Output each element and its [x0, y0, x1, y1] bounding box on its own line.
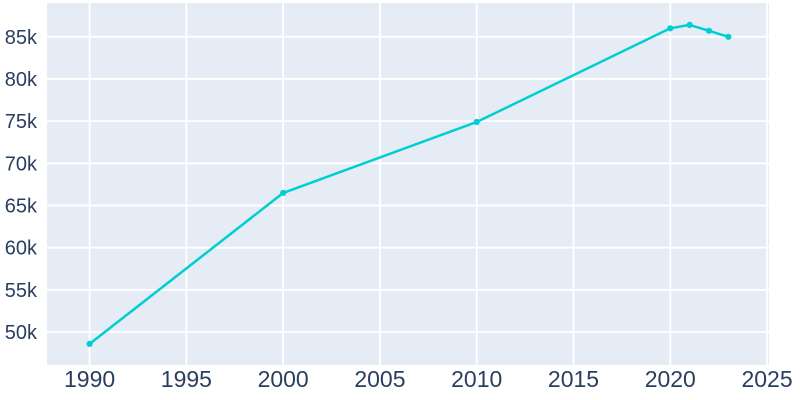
y-tick-label-75k: 75k: [5, 111, 38, 133]
data-point-2022[interactable]: [705, 27, 713, 34]
plot-area[interactable]: [47, 3, 769, 365]
x-tick-label-2015: 2015: [548, 366, 599, 392]
y-tick-label-65k: 65k: [5, 196, 38, 218]
data-point-2020[interactable]: [667, 25, 674, 32]
x-tick-label-2005: 2005: [354, 366, 405, 392]
x-tick-label-1990: 1990: [64, 366, 115, 392]
y-tick-label-80k: 80k: [5, 69, 38, 91]
data-point-1990[interactable]: [86, 340, 93, 347]
x-tick-label-1995: 1995: [161, 366, 212, 392]
data-point-2021[interactable]: [686, 21, 693, 28]
x-tick-label-2025: 2025: [741, 366, 792, 392]
data-point-2010[interactable]: [473, 118, 480, 126]
y-tick-label-85k: 85k: [5, 27, 38, 49]
x-tick-label-2010: 2010: [451, 366, 502, 392]
y-tick-label-70k: 70k: [5, 153, 38, 175]
x-tick-label-2000: 2000: [258, 366, 309, 392]
y-tick-label-60k: 60k: [5, 238, 38, 260]
y-tick-label-55k: 55k: [5, 280, 38, 302]
data-point-2000[interactable]: [280, 189, 287, 196]
y-tick-label-50k: 50k: [5, 322, 38, 344]
data-point-2023[interactable]: [725, 33, 732, 40]
x-tick-label-2020: 2020: [645, 366, 696, 392]
